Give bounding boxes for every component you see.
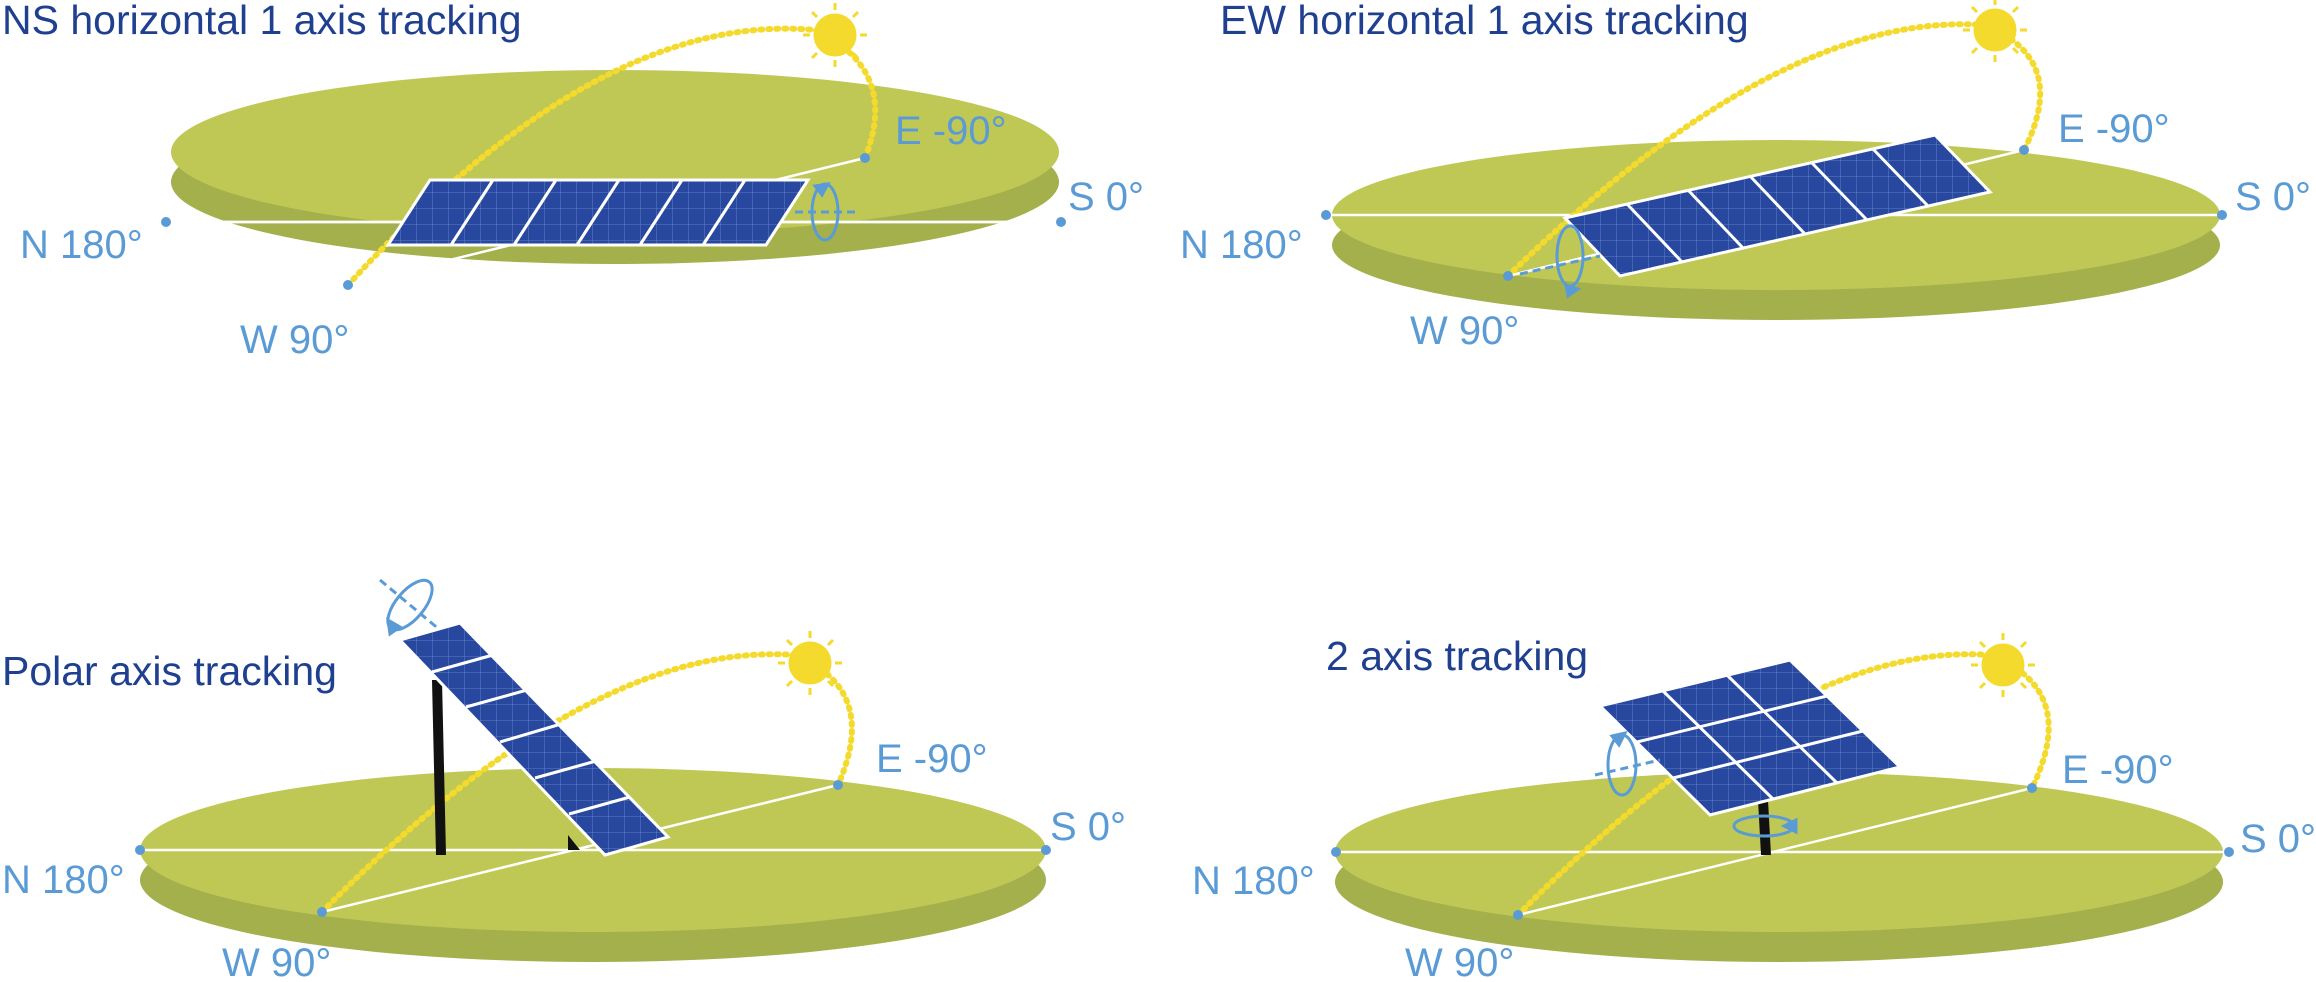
ground-disc	[1335, 772, 2223, 962]
sun-icon	[1971, 633, 2035, 697]
ew-axis-line	[1517, 786, 2033, 917]
solar-panel-array	[397, 621, 671, 857]
sun-icon	[1963, 0, 2027, 62]
ew-axis-line	[321, 783, 839, 914]
panel-title: NS horizontal 1 axis tracking	[2, 0, 522, 43]
panel-title: EW horizontal 1 axis tracking	[1220, 0, 1749, 43]
sun-path	[319, 651, 855, 915]
north-label: N 180°	[1180, 223, 1303, 267]
south-label: S 0°	[1068, 175, 1144, 219]
north-label: N 180°	[2, 858, 125, 902]
panel-ew-horizontal: EW horizontal 1 axis tracking	[1180, 0, 2311, 353]
sun-path	[1515, 651, 2052, 918]
north-point	[1331, 847, 1341, 857]
north-point	[135, 845, 145, 855]
west-point	[1503, 271, 1513, 281]
sun-path	[345, 25, 879, 288]
west-label: W 90°	[222, 941, 331, 982]
solar-panel-array	[1562, 133, 1993, 278]
support-post	[1758, 800, 1771, 855]
east-label: E -90°	[2062, 748, 2174, 792]
support-post	[432, 680, 580, 855]
east-point	[2019, 145, 2029, 155]
south-point	[1041, 845, 1051, 855]
east-label: E -90°	[876, 737, 988, 781]
rotation-arrow-icon	[379, 578, 441, 637]
south-point	[2224, 847, 2234, 857]
west-label: W 90°	[1410, 309, 1519, 353]
east-label: E -90°	[895, 109, 1007, 153]
panel-2-axis: 2 axis tracking	[1192, 633, 2316, 982]
rotation-arrow-icon	[795, 182, 855, 242]
south-label: S 0°	[2240, 817, 2316, 861]
north-label: N 180°	[20, 223, 143, 267]
sun-path	[1505, 21, 2044, 279]
west-label: W 90°	[240, 318, 349, 362]
north-point	[161, 217, 171, 227]
south-label: S 0°	[2235, 175, 2311, 219]
solar-panel-array	[385, 178, 811, 247]
east-point	[860, 153, 870, 163]
west-point	[317, 907, 327, 917]
east-label: E -90°	[2058, 107, 2170, 151]
sun-icon	[803, 3, 867, 67]
panel-ns-horizontal: NS horizontal 1 axis tracking	[2, 0, 1144, 362]
north-point	[1321, 210, 1331, 220]
west-point	[343, 280, 353, 290]
south-label: S 0°	[1050, 805, 1126, 849]
panel-title: Polar axis tracking	[2, 648, 337, 694]
west-label: W 90°	[1405, 941, 1514, 982]
north-label: N 180°	[1192, 859, 1315, 903]
east-point	[833, 780, 843, 790]
vertical-rotation-arrow-icon	[1732, 814, 1798, 838]
panel-polar-axis: Polar axis tracking	[2, 578, 1126, 982]
rotation-arrow-icon	[1594, 730, 1661, 797]
rotation-arrow-icon	[1519, 224, 1601, 299]
solar-panel-array	[1597, 658, 1903, 817]
west-point	[1513, 910, 1523, 920]
south-point	[2217, 210, 2227, 220]
east-point	[2027, 783, 2037, 793]
south-point	[1056, 217, 1066, 227]
sun-icon	[778, 631, 842, 695]
panel-title: 2 axis tracking	[1326, 633, 1588, 679]
